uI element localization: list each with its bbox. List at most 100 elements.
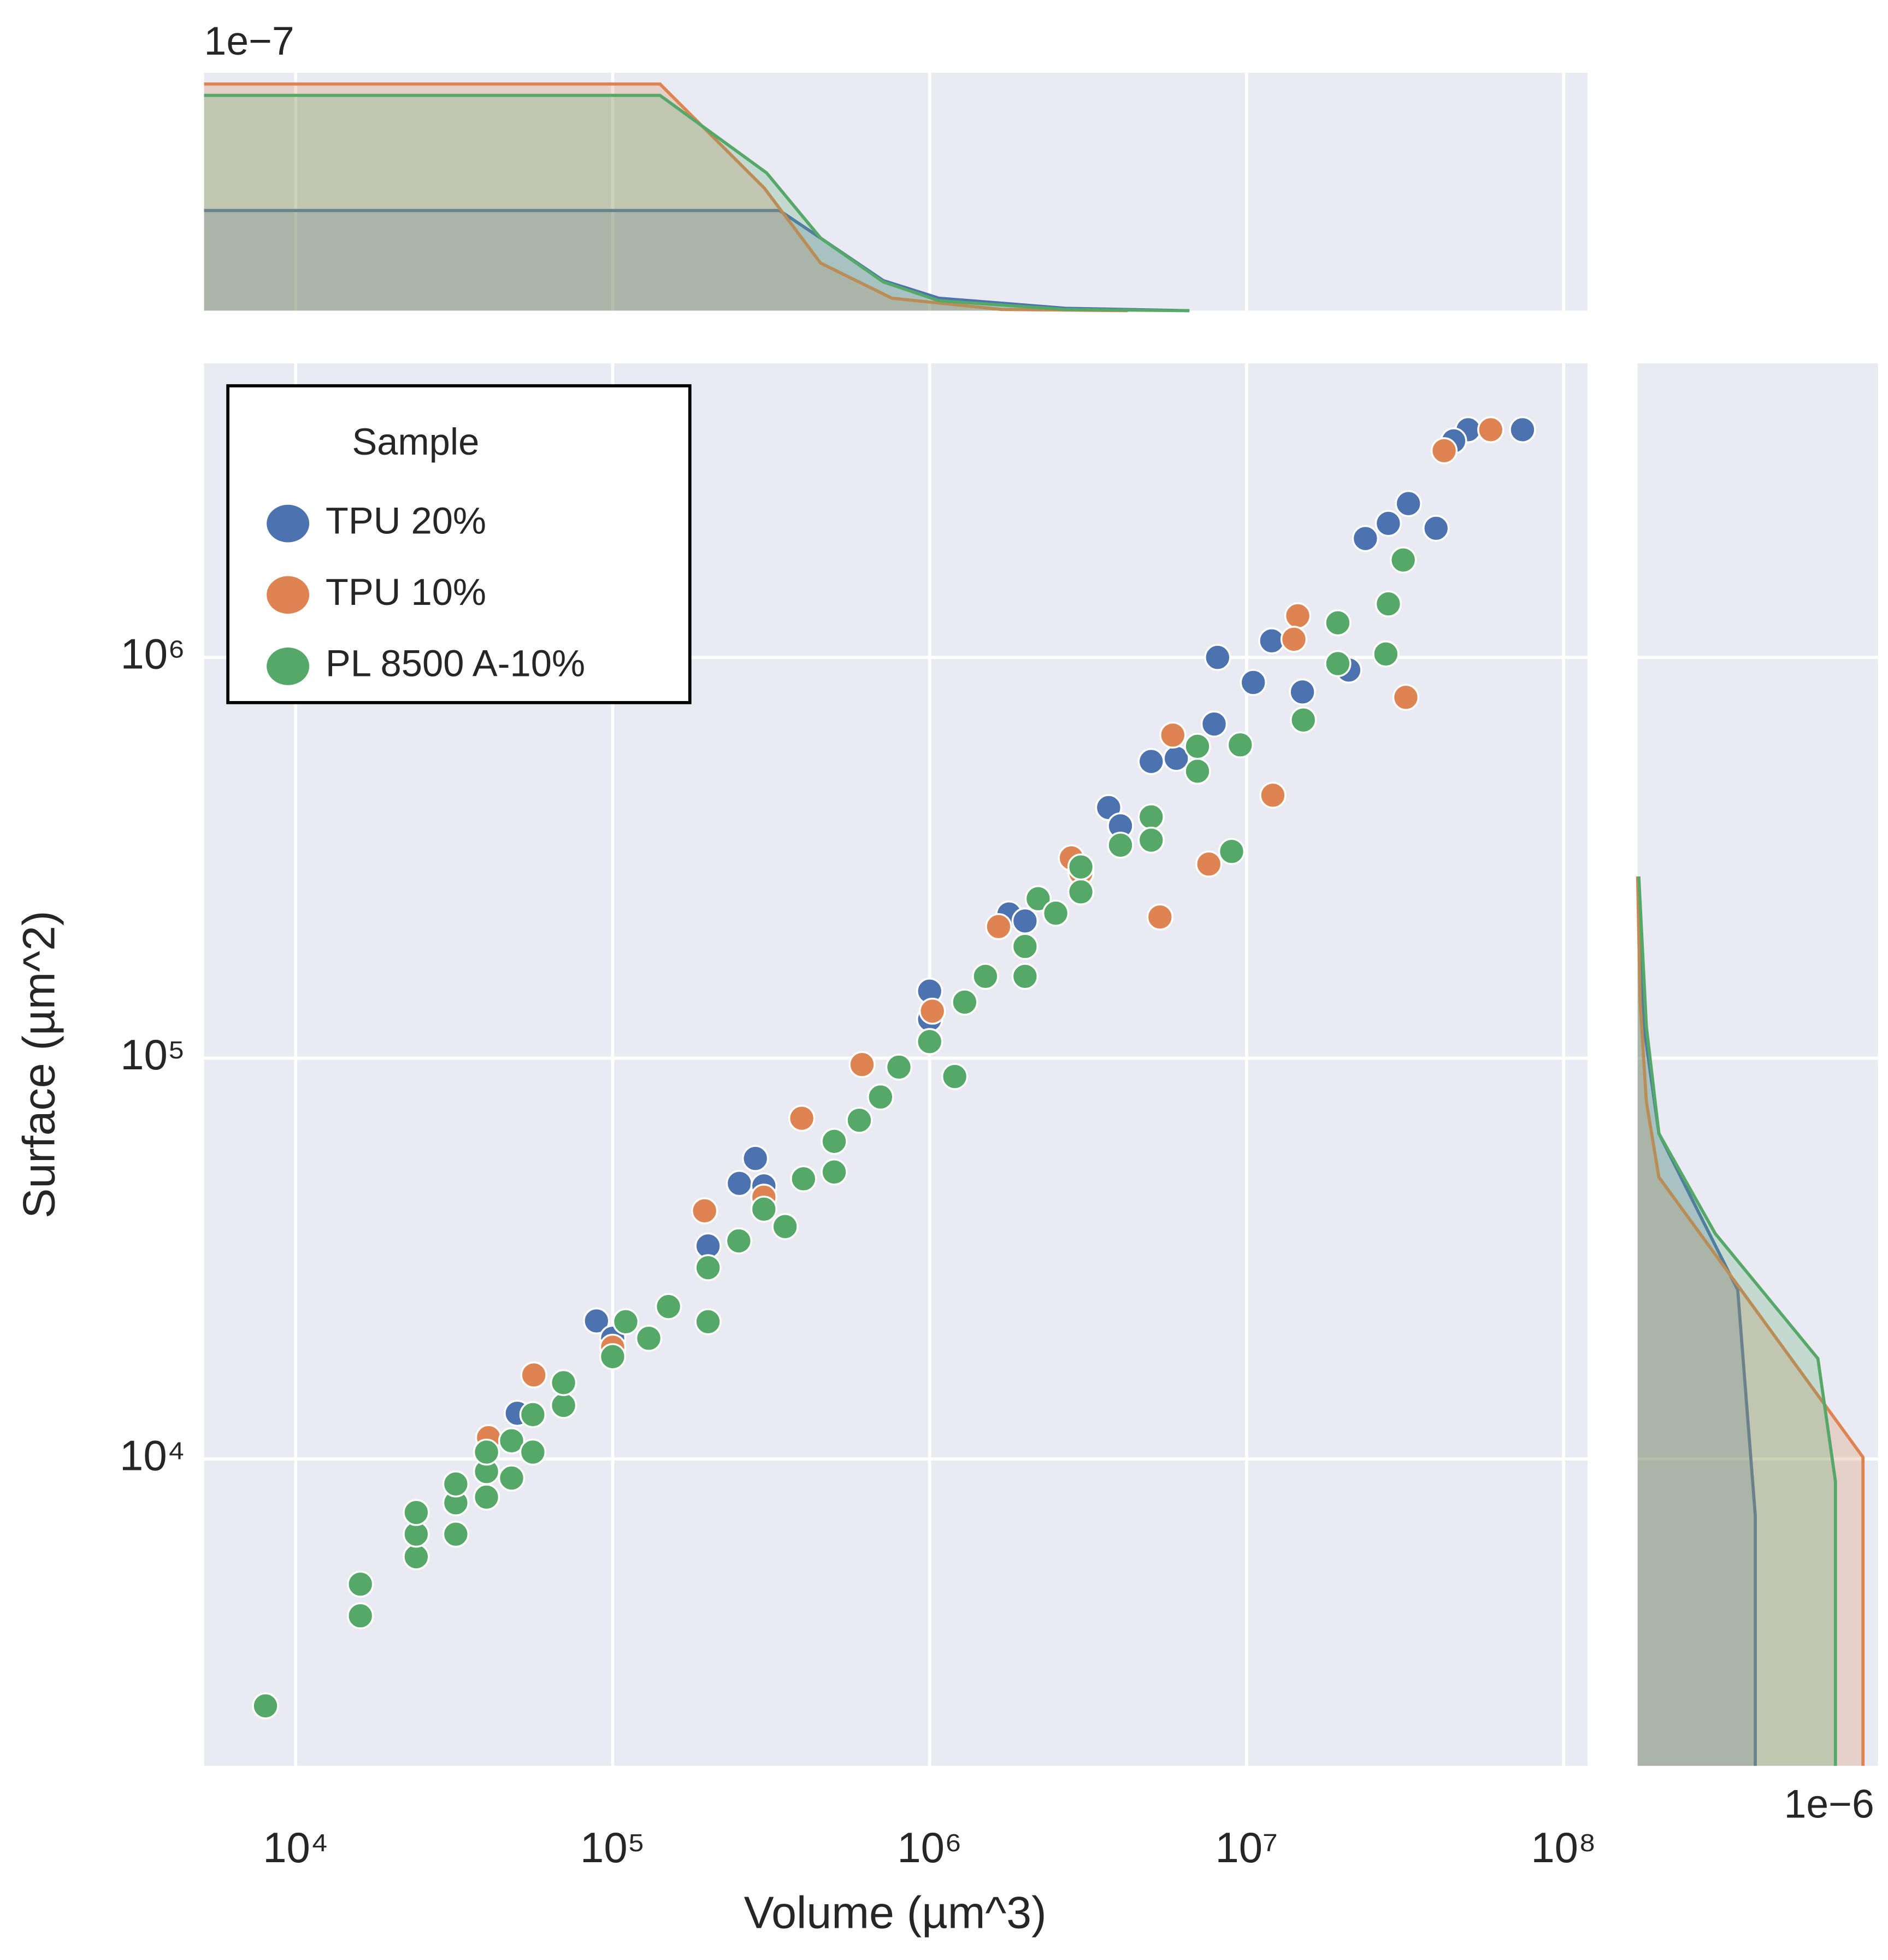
scatter-point	[583, 1307, 610, 1335]
top-marginal-background	[204, 73, 1588, 311]
density-fill	[1637, 876, 1863, 1766]
scatter-point	[550, 1369, 577, 1397]
scatter-point	[919, 997, 946, 1025]
x-tick-label: 10⁸	[1531, 1823, 1596, 1871]
legend-label: PL 8500 A-10%	[326, 643, 585, 685]
scatter-point	[1430, 437, 1458, 464]
scatter-point	[599, 1343, 627, 1370]
scatter-point	[519, 1438, 547, 1466]
scatter-point	[347, 1570, 374, 1598]
scatter-point	[1477, 416, 1504, 444]
scatter-point	[1146, 903, 1173, 931]
scatter-point	[252, 1692, 279, 1720]
scatter-point	[1289, 678, 1316, 705]
scatter-points	[252, 416, 1536, 1720]
right-marginal-background	[1637, 363, 1878, 1766]
density-fill	[1637, 876, 1836, 1766]
scatter-point	[725, 1227, 753, 1255]
scatter-point	[519, 1401, 547, 1428]
scatter-point	[1324, 609, 1352, 637]
scatter-point	[473, 1484, 500, 1511]
scatter-point	[1195, 850, 1223, 878]
legend-label: TPU 10%	[326, 571, 486, 613]
tick-labels: 10⁴ 10⁵ 10⁶ 10⁷ 10⁸ 10⁴ 10⁵ 10⁶	[120, 630, 1596, 1871]
density-line	[1636, 876, 1865, 1766]
scatter-point	[1024, 885, 1052, 913]
y-tick-label: 10⁵	[120, 1031, 185, 1079]
scatter-point	[1258, 627, 1285, 655]
scatter-point	[1395, 490, 1422, 517]
x-tick-label: 10⁷	[1215, 1823, 1278, 1871]
legend: Sample TPU 20% TPU 10% PL 8500 A-10%	[226, 384, 692, 704]
scatter-point	[821, 1128, 848, 1155]
scatter-point	[442, 1470, 469, 1498]
scatter-point	[1011, 933, 1039, 960]
scatter-point	[846, 1106, 873, 1134]
scatter-point	[725, 1170, 753, 1197]
scatter-point	[788, 1104, 816, 1132]
scatter-point	[1324, 650, 1352, 678]
scatter-point	[951, 988, 978, 1016]
scatter-point	[403, 1499, 430, 1526]
scatter-point	[520, 1361, 547, 1388]
density-line	[204, 82, 1128, 313]
density-fill	[1637, 876, 1756, 1766]
y-axis-label: Surface (µm^2)	[14, 911, 64, 1219]
scatter-point	[1290, 707, 1317, 734]
x-tick-label: 10⁵	[580, 1823, 645, 1871]
right-offset-label: 1e−6	[1784, 1782, 1874, 1827]
scatter-point	[1240, 669, 1267, 696]
scatter-point	[1374, 510, 1402, 537]
x-axis-label: Volume (µm^3)	[744, 1887, 1047, 1938]
scatter-point	[694, 1308, 722, 1335]
scatter-point	[1284, 602, 1312, 629]
scatter-point	[985, 913, 1012, 940]
scatter-point	[1204, 644, 1231, 671]
scatter-point	[1159, 721, 1187, 749]
density-fill	[204, 95, 1190, 311]
scatter-point	[885, 1053, 913, 1081]
scatter-point	[1137, 803, 1165, 831]
legend-marker	[267, 648, 310, 685]
scatter-point	[1509, 416, 1536, 444]
scatter-point	[972, 963, 999, 990]
scatter-point	[1280, 626, 1308, 653]
scatter-point	[1011, 907, 1039, 935]
scatter-point	[550, 1392, 577, 1419]
legend-title: Sample	[352, 421, 479, 463]
scatter-point	[1107, 832, 1134, 859]
legend-box	[226, 384, 692, 704]
marginal-densities	[204, 82, 1865, 1766]
scatter-point	[1226, 731, 1254, 758]
scatter-point	[1423, 515, 1450, 542]
top-offset-label: 1e−7	[204, 19, 294, 63]
scatter-point	[771, 1213, 799, 1240]
scatter-point	[1392, 684, 1420, 711]
x-tick-label: 10⁶	[897, 1823, 962, 1871]
scatter-point	[473, 1438, 500, 1466]
scatter-point	[1137, 826, 1165, 854]
scatter-point	[1352, 525, 1379, 552]
scatter-point	[498, 1427, 526, 1455]
y-tick-label: 10⁶	[120, 630, 185, 678]
scatter-point	[442, 1521, 469, 1548]
scatter-point	[1218, 838, 1246, 865]
density-line	[1637, 876, 1757, 1766]
scatter-point	[1374, 590, 1402, 617]
scatter-point	[750, 1196, 777, 1223]
scatter-point	[1011, 963, 1039, 990]
scatter-point	[1184, 733, 1211, 760]
scatter-point	[403, 1543, 430, 1570]
scatter-point	[742, 1145, 769, 1172]
scatter-point	[1390, 546, 1417, 574]
scatter-point	[941, 1063, 969, 1090]
scatter-point	[916, 1028, 943, 1055]
scatter-point	[694, 1254, 722, 1281]
legend-marker	[267, 504, 310, 543]
density-fill	[204, 210, 1190, 311]
legend-label: TPU 20%	[326, 499, 486, 541]
density-line	[204, 93, 1190, 313]
scatter-point	[612, 1308, 640, 1335]
scatter-point	[1184, 757, 1211, 785]
